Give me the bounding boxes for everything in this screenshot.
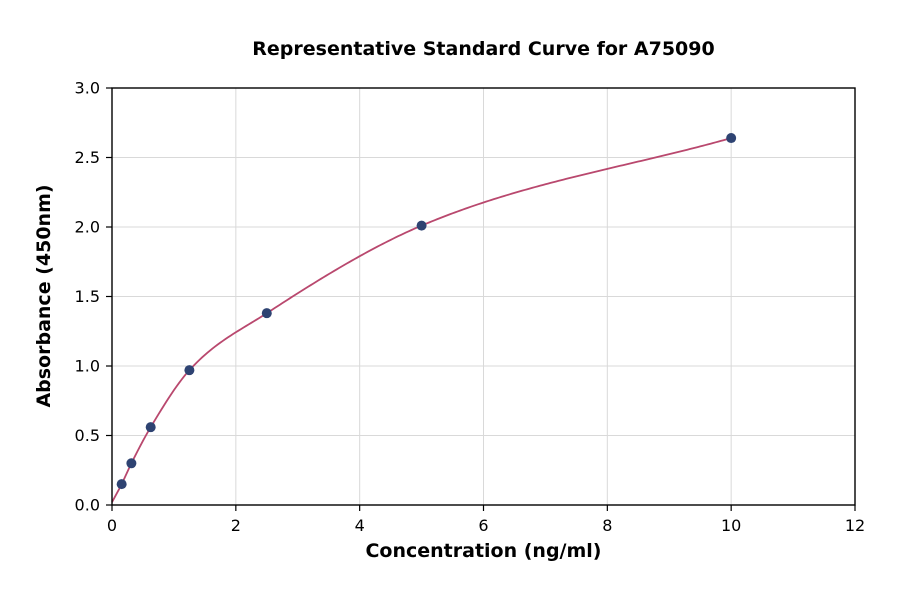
data-point (184, 365, 195, 376)
fitted-curve (111, 137, 732, 503)
y-tick-label: 3.0 (75, 79, 100, 98)
y-tick-label: 2.5 (75, 148, 100, 167)
data-point (261, 308, 272, 319)
y-tick-label: 1.0 (75, 357, 100, 376)
chart-title: Representative Standard Curve for A75090 (252, 38, 715, 60)
x-tick-label: 12 (845, 516, 865, 535)
data-point (116, 479, 127, 490)
data-point (726, 133, 737, 144)
x-tick-label: 2 (231, 516, 241, 535)
data-point (416, 220, 427, 231)
y-tick-label: 0.5 (75, 426, 100, 445)
x-tick-label: 4 (355, 516, 365, 535)
y-tick-label: 0.0 (75, 496, 100, 515)
x-tick-label: 8 (602, 516, 612, 535)
y-tick-label: 1.5 (75, 287, 100, 306)
x-axis-label: Concentration (ng/ml) (365, 540, 602, 562)
x-tick-label: 0 (107, 516, 117, 535)
x-tick-label: 10 (721, 516, 741, 535)
y-tick-label: 2.0 (75, 218, 100, 237)
x-tick-label: 6 (478, 516, 488, 535)
y-axis-label: Absorbance (450nm) (33, 184, 55, 408)
data-point (145, 422, 156, 433)
data-point (126, 458, 137, 469)
